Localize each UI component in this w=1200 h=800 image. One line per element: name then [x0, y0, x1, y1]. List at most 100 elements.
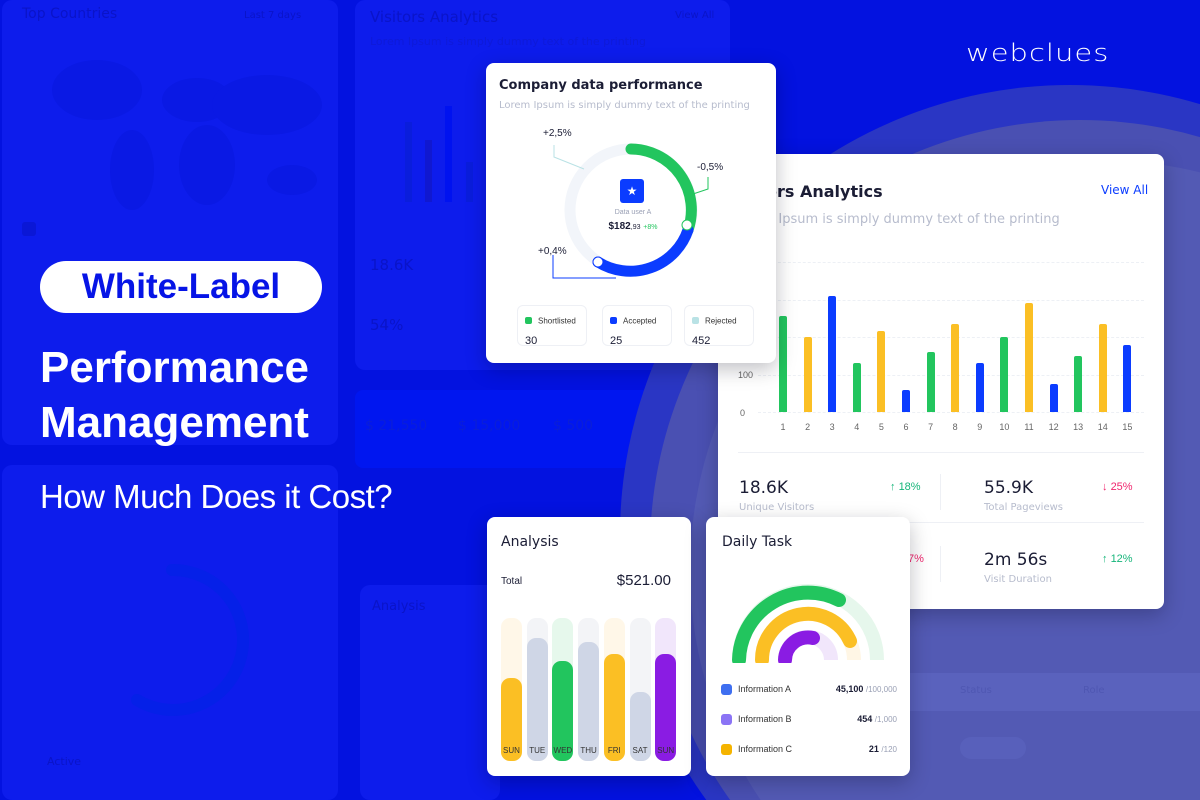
bg-legend: Active: [47, 755, 82, 768]
visitors-bar: [828, 295, 837, 412]
change-value: 25%: [1110, 481, 1133, 493]
analysis-bar-track: [526, 618, 548, 761]
visitors-bar: [852, 363, 861, 412]
visitors-bar: [1000, 337, 1009, 412]
callout-right: -0,5%: [697, 162, 724, 173]
divider: [940, 474, 941, 510]
change-value: 12%: [1110, 553, 1133, 565]
stat-value: 18.6K: [739, 478, 788, 498]
analysis-bar-track: [603, 618, 625, 761]
center-value-cents: ,93: [630, 224, 641, 231]
stat-label: Unique Visitors: [739, 502, 815, 513]
visitors-bar: [1074, 355, 1083, 412]
stat-change-down: 7%: [908, 553, 924, 565]
y-tick: 0: [740, 408, 746, 418]
info-current: 454: [857, 714, 873, 724]
bg-stat-value: 54%: [370, 316, 404, 334]
bg-stat-value: 18.6K: [370, 256, 414, 274]
bg-bar: [405, 122, 412, 202]
x-tick: 12: [1048, 422, 1059, 432]
stat-change-up: ↑ 18%: [890, 481, 921, 493]
x-tick: 13: [1073, 422, 1084, 432]
bg-top-countries-title: Top Countries: [22, 6, 118, 22]
view-all-link[interactable]: View All: [1101, 183, 1149, 197]
bg-investment: $ 15,000: [458, 418, 521, 434]
legend-label: Rejected: [705, 316, 737, 326]
bg-view-all: View All: [675, 10, 715, 21]
x-tick: 4: [854, 422, 860, 432]
shortlisted-swatch: [525, 317, 532, 325]
analysis-bar: [655, 653, 677, 761]
analysis-bar: [526, 638, 548, 761]
x-tick: 15: [1122, 422, 1133, 432]
visitors-bar: [1123, 344, 1132, 412]
legend-value: 30: [525, 335, 538, 347]
x-tick: 7: [928, 422, 934, 432]
x-tick: 11: [1024, 422, 1034, 432]
bg-bar: [445, 106, 452, 202]
stat-change-down: ↓ 25%: [1102, 481, 1133, 493]
legend-accepted: Accepted 25: [602, 305, 672, 347]
day-label: THU: [580, 746, 597, 755]
visitors-bar: [1098, 323, 1107, 412]
gridline: [758, 375, 1144, 376]
day-label: SUN: [503, 746, 520, 755]
visitors-bar: [951, 323, 960, 412]
legend-value: 25: [610, 335, 623, 347]
stat-label: Visit Duration: [984, 574, 1052, 585]
center-value: $182,93 +8%: [586, 221, 680, 232]
visitors-bar: [1025, 303, 1033, 412]
daily-task-radial-chart: [732, 584, 884, 663]
bg-saving: $ 500: [553, 418, 594, 434]
bg-company-card: Active: [2, 465, 338, 800]
bg-bar: [466, 162, 473, 202]
world-map-icon: [52, 60, 322, 210]
stat-unique-visitors: 18.6K Unique Visitors: [739, 478, 814, 513]
total-label: Total: [501, 576, 523, 587]
center-label: Data user A: [614, 209, 652, 216]
visitors-bar: [902, 389, 910, 412]
bg-table-header: Status Role: [905, 673, 1200, 711]
daily-task-title: Daily Task: [722, 534, 793, 550]
x-tick: 3: [829, 422, 835, 432]
analysis-bar-track: [552, 618, 574, 761]
day-label: FRI: [607, 746, 621, 755]
info-b-swatch: [721, 714, 732, 726]
analysis-bar: [552, 660, 574, 761]
bg-analysis-title: Analysis: [372, 599, 426, 614]
bg-status-header: Status: [960, 685, 992, 696]
info-c-swatch: [721, 744, 732, 756]
stat-total-pageviews: 55.9K Total Pageviews: [984, 478, 1063, 513]
rejected-swatch: [692, 317, 699, 325]
visitors-subtitle: n Ipsum is simply dummy text of the prin…: [766, 212, 1060, 227]
gridline: [758, 300, 1144, 301]
y-tick: 100: [738, 370, 754, 380]
bg-top-countries-card: Top Countries Last 7 days: [2, 0, 338, 445]
day-label: SUN: [657, 746, 675, 755]
gridline: [758, 262, 1144, 263]
visitors-bar: [1049, 383, 1058, 412]
hero-title: Performance Management: [40, 340, 309, 450]
bg-zoom-in-icon: [22, 222, 36, 236]
day-label: SAT: [632, 746, 648, 755]
analysis-bar-track: [629, 618, 651, 761]
info-total: /100,000: [865, 685, 897, 694]
bg-range: Last 7 days: [244, 10, 302, 21]
analysis-bar-track: [578, 618, 600, 761]
info-value: 21 /120: [869, 744, 897, 754]
info-row-c: Information C 21 /120: [721, 744, 897, 758]
analysis-bar: [603, 653, 625, 761]
accepted-swatch: [610, 317, 617, 325]
stat-change-up: ↑ 12%: [1102, 553, 1133, 565]
arrow-up-icon: ↑: [1102, 553, 1108, 565]
info-label: Information A: [738, 684, 792, 694]
visitors-title: ors Analytics: [766, 182, 883, 201]
daily-task-card: Daily Task Information A 45,100 /100,000…: [706, 517, 910, 776]
divider: [738, 522, 1144, 523]
x-tick: 10: [999, 422, 1010, 432]
company-performance-card: Company data performance Lorem Ipsum is …: [486, 63, 776, 363]
visitors-bar: [926, 352, 935, 412]
info-row-a: Information A 45,100 /100,000: [721, 684, 897, 698]
x-tick: 8: [952, 422, 958, 432]
